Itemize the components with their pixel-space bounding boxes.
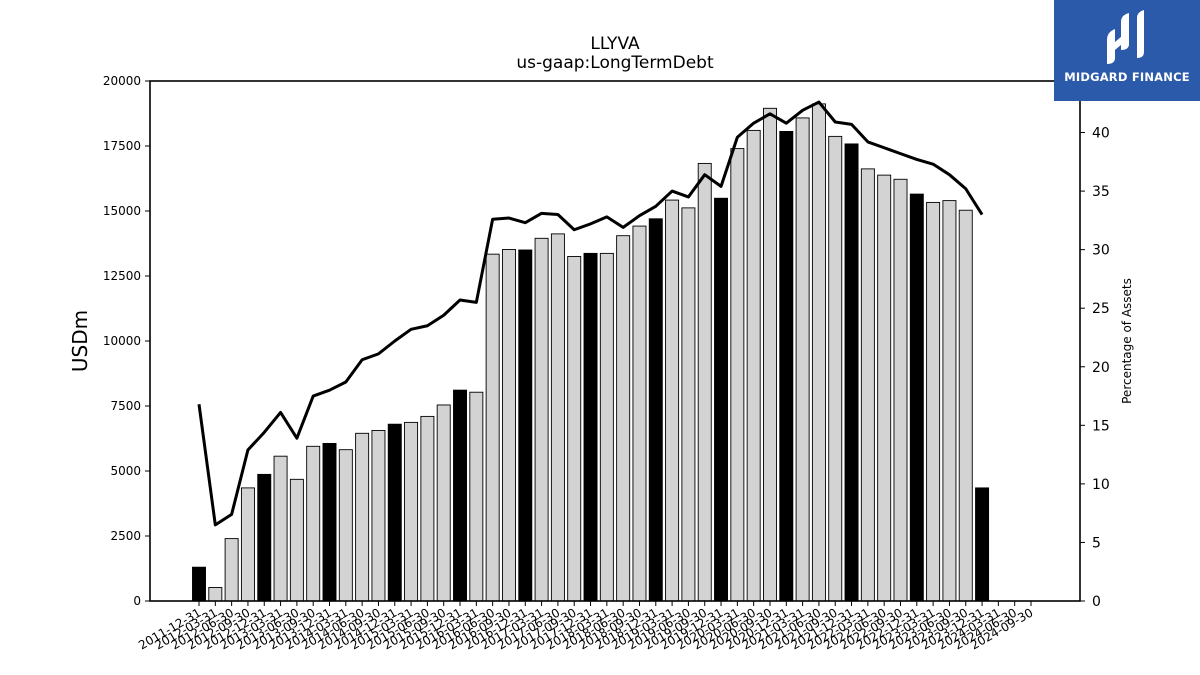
y-tick-label: 2500 (110, 529, 141, 543)
bar-2018-09-30 (632, 225, 647, 602)
bar-2015-06-30 (420, 415, 435, 602)
percentage-line-series (197, 100, 984, 527)
bar-2020-06-30 (746, 129, 761, 602)
bar-2014-06-30 (355, 432, 370, 602)
bar-2017-12-31 (583, 252, 598, 602)
bar-2018-03-31 (599, 252, 614, 602)
bar-2015-03-31 (404, 421, 419, 602)
bar-2013-09-30 (306, 445, 321, 602)
bar-2016-12-31 (518, 249, 533, 602)
y-tick-label: 0 (133, 594, 141, 608)
midgard-finance-logo: MIDGARD FINANCE (1054, 0, 1200, 101)
bar-2015-12-31 (453, 389, 467, 602)
y2-tick-label: 20 (1092, 360, 1110, 376)
bar-2021-12-31 (844, 143, 859, 602)
y-tick-label: 10000 (103, 334, 141, 348)
bar-2017-06-30 (550, 233, 565, 602)
bar-2011-12-31 (192, 566, 206, 602)
bar-2022-12-31 (909, 193, 924, 602)
chart-title: LLYVA (590, 34, 640, 54)
bar-2013-06-30 (289, 478, 304, 602)
bar-2016-09-30 (501, 249, 516, 602)
bar-2019-03-31 (665, 199, 680, 602)
bar-2017-03-31 (534, 237, 549, 602)
bar-2016-03-31 (469, 391, 484, 602)
bar-2019-06-30 (681, 207, 696, 602)
y-tick-label: 17500 (103, 139, 141, 153)
bar-2018-06-30 (616, 235, 631, 602)
y-tick-label: 15000 (103, 204, 141, 218)
bar-2018-12-31 (648, 218, 663, 602)
bar-2023-12-31 (975, 487, 990, 602)
bar-2022-09-30 (893, 178, 908, 602)
bar-2023-06-30 (942, 200, 957, 602)
brand-name: MIDGARD FINANCE (1064, 70, 1190, 84)
bar-2014-12-31 (387, 423, 402, 602)
y-tick-label: 5000 (110, 464, 141, 478)
chart-subtitle: us-gaap:LongTermDebt (516, 53, 714, 73)
y2-tick-label: 40 (1092, 126, 1110, 142)
x-axis: 2011-12-312012-03-312012-06-302012-09-30… (136, 601, 1036, 652)
y2-tick-label: 5 (1092, 535, 1101, 551)
bar-2020-03-31 (730, 148, 745, 602)
bar-2020-12-31 (779, 130, 794, 602)
y2-tick-label: 15 (1092, 418, 1110, 434)
bar-2021-03-31 (795, 117, 810, 602)
right-y-axis-label: Percentage of Assets (1120, 278, 1134, 404)
bar-2012-03-31 (208, 587, 223, 602)
logo-mark-icon (1107, 10, 1144, 64)
bar-2023-03-31 (926, 201, 941, 602)
bar-2020-09-30 (763, 107, 777, 602)
bar-2021-06-30 (811, 103, 826, 602)
bar-2012-09-30 (240, 487, 255, 602)
bar-2013-03-31 (273, 455, 288, 602)
bar-2022-03-31 (860, 168, 875, 602)
y2-tick-label: 25 (1092, 301, 1110, 317)
y-tick-label: 7500 (110, 399, 141, 413)
bar-2019-12-31 (714, 197, 729, 602)
bar-2021-09-30 (828, 135, 843, 602)
bar-2015-09-30 (436, 404, 451, 602)
y2-tick-label: 35 (1092, 184, 1110, 200)
y-axis-label: USDm (68, 310, 92, 372)
bar-2022-06-30 (877, 174, 892, 602)
y2-tick-label: 30 (1092, 243, 1110, 259)
y-tick-label: 12500 (103, 269, 141, 283)
bar-2014-03-31 (338, 449, 353, 602)
bar-2014-09-30 (371, 429, 386, 602)
bar-2016-06-30 (485, 253, 500, 602)
y2-tick-label: 0 (1092, 594, 1101, 610)
bar-2012-12-31 (257, 473, 272, 602)
plot-frame (149, 80, 1081, 602)
percentage-of-assets-line (197, 100, 984, 527)
y-tick-label: 20000 (103, 74, 141, 88)
bar-2013-12-31 (322, 442, 337, 602)
bar-2023-09-30 (958, 209, 973, 602)
left-y-axis: 0 2500 5000 7500 10000 12500 15000 17500 20000 (103, 74, 150, 608)
right-y-axis: 0 5 10 15 20 25 30 35 40 (1080, 126, 1110, 610)
bar-2019-09-30 (697, 162, 712, 602)
bar-2012-06-30 (224, 538, 239, 602)
bar-series (192, 103, 990, 602)
bar-2017-09-30 (567, 256, 582, 602)
y2-tick-label: 10 (1092, 477, 1110, 493)
